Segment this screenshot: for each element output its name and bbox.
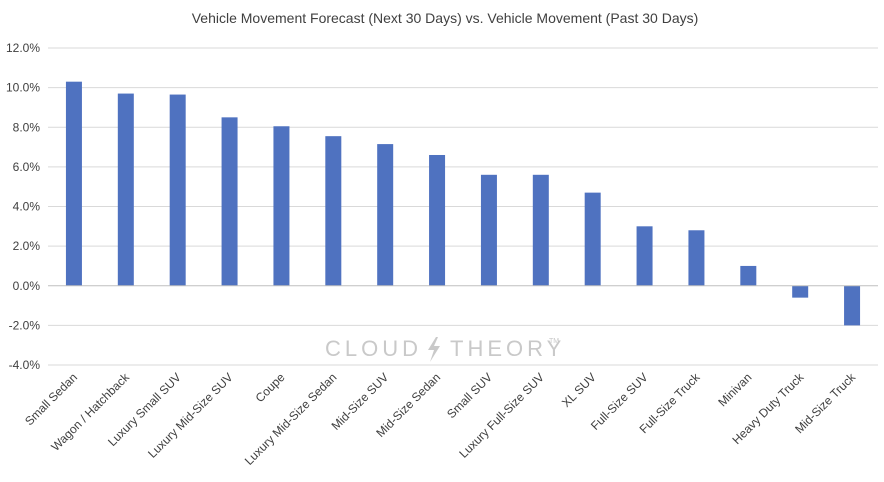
bar: [480, 174, 497, 286]
bar: [117, 93, 134, 286]
x-category-label: Small SUV: [444, 370, 495, 421]
bar: [584, 192, 601, 286]
x-category-label: Luxury Full-Size SUV: [456, 370, 547, 461]
bar: [221, 117, 238, 286]
x-category-label: Coupe: [253, 370, 288, 405]
y-tick-label: 6.0%: [13, 160, 41, 174]
y-tick-label: 0.0%: [13, 279, 41, 293]
y-tick-label: 10.0%: [6, 81, 40, 95]
y-tick-label: 4.0%: [13, 200, 41, 214]
bar: [740, 265, 757, 286]
bar: [169, 94, 186, 286]
bar: [844, 285, 861, 326]
bar: [636, 226, 653, 286]
bar: [377, 144, 394, 286]
bar: [532, 174, 549, 286]
bar: [65, 81, 82, 286]
y-tick-label: 2.0%: [13, 239, 41, 253]
bar: [688, 230, 705, 286]
y-axis-tick-labels: 12.0% 10.0% 8.0% 6.0% 4.0% 2.0% 0.0% -2.0% -4.0%: [6, 41, 40, 372]
chart-title: Vehicle Movement Forecast (Next 30 Days)…: [192, 10, 699, 26]
lightning-bolt-icon: [428, 337, 440, 362]
y-tick-label: -2.0%: [9, 318, 41, 332]
x-category-label: Minivan: [715, 370, 754, 409]
bar: [792, 285, 809, 298]
y-tick-label: -4.0%: [9, 358, 41, 372]
bar: [325, 136, 342, 286]
x-category-label: Luxury Mid-Size SUV: [145, 370, 236, 461]
y-tick-label: 8.0%: [13, 120, 41, 134]
bar: [429, 154, 446, 286]
x-category-label: Luxury Mid-Size Sedan: [242, 370, 340, 468]
gridlines: [48, 47, 878, 366]
watermark-right-text: THEORY: [450, 336, 565, 361]
bars: [65, 81, 861, 326]
x-category-label: XL SUV: [559, 370, 599, 410]
watermark-trademark: TM: [549, 338, 559, 345]
watermark-left-text: CLOUD: [325, 336, 422, 361]
y-tick-label: 12.0%: [6, 41, 40, 55]
watermark: CLOUD THEORY TM: [325, 336, 565, 362]
bar: [273, 126, 290, 286]
